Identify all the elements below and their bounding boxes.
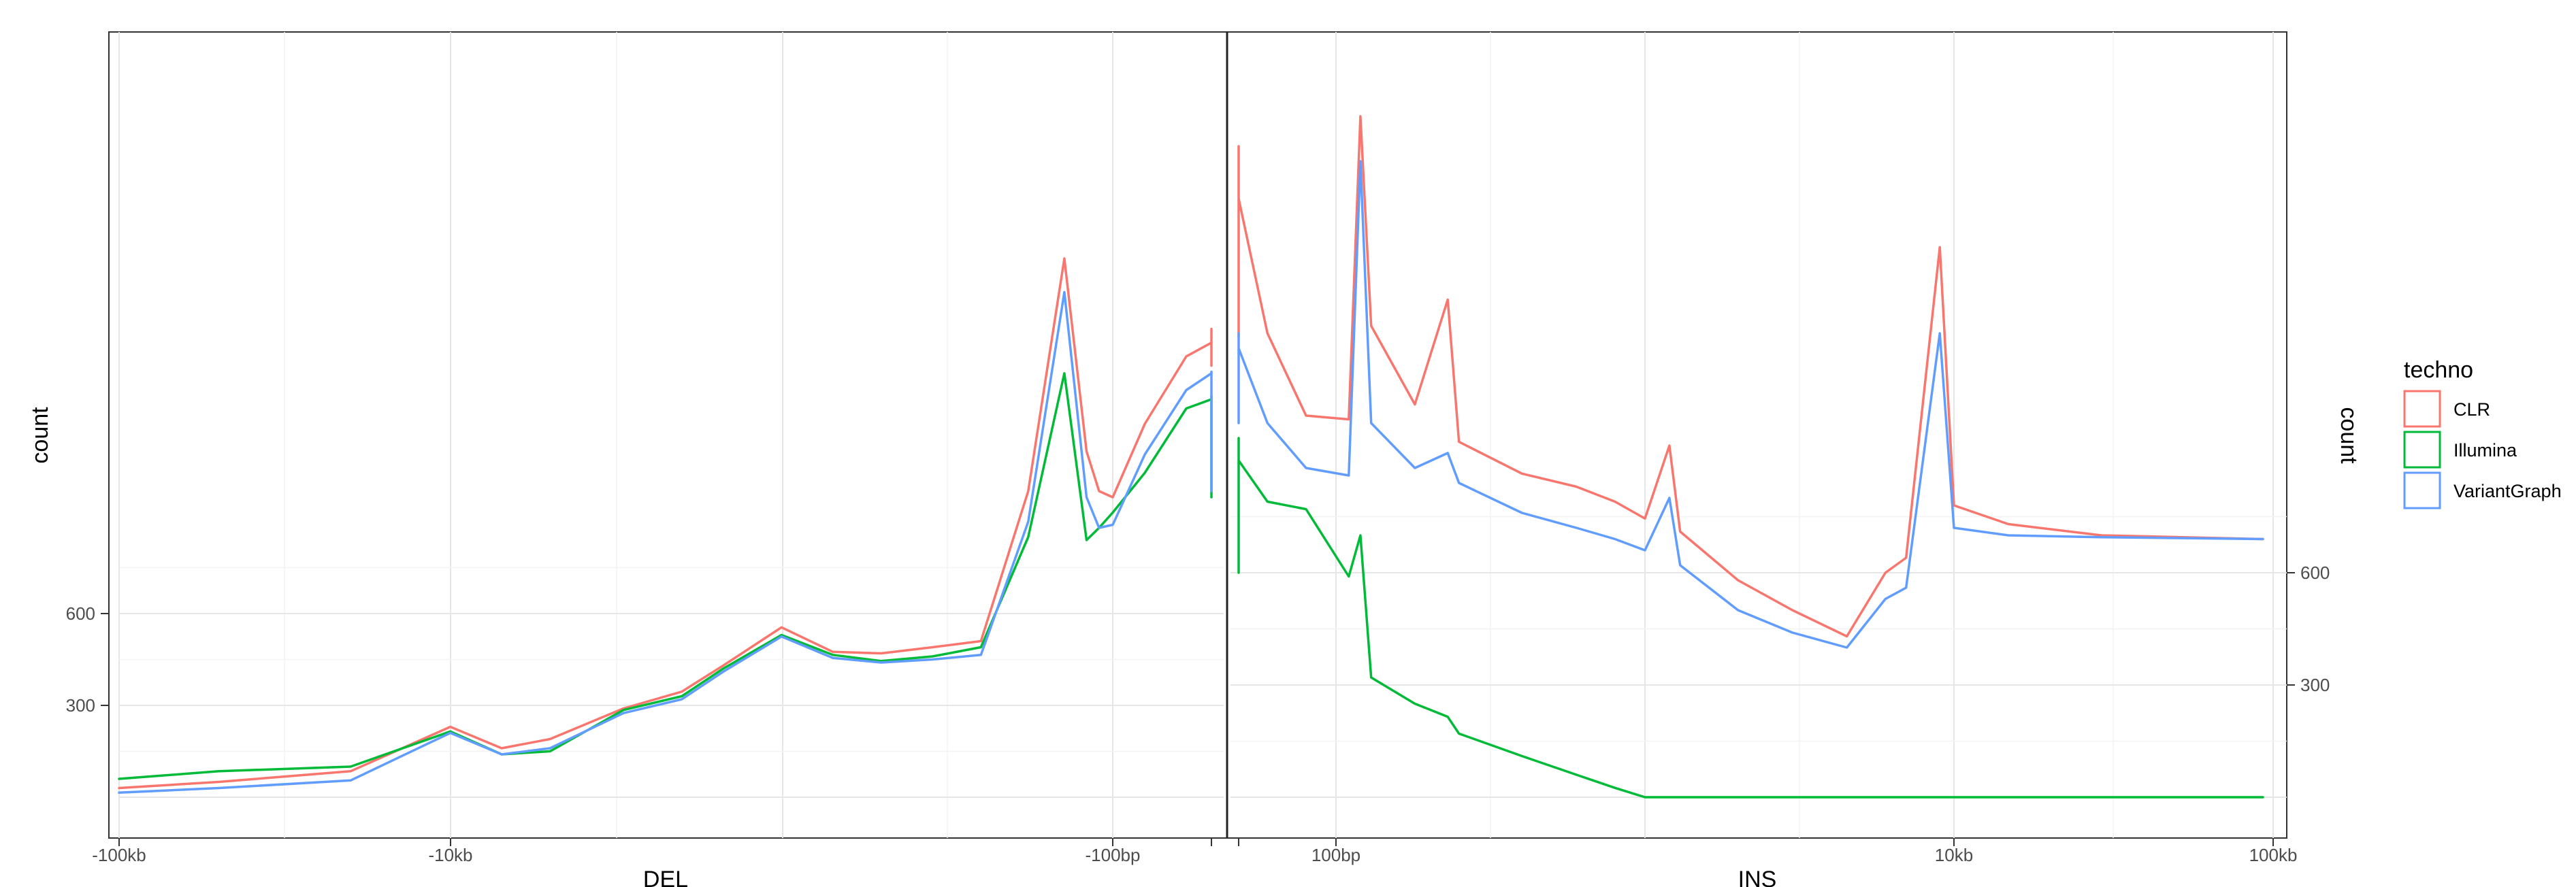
legend-key-clr xyxy=(2403,390,2441,428)
x-tick-label: 100bp xyxy=(1311,845,1360,865)
series-line-clr-ins xyxy=(1237,115,2264,638)
x-tick-label: -10kb xyxy=(428,845,472,865)
panel-del-series xyxy=(118,257,1213,794)
legend-key-illumina xyxy=(2403,431,2441,469)
x-tick-label: -100bp xyxy=(1086,845,1141,865)
series-line-clr-del xyxy=(118,257,1213,790)
series-line-variantgraph-ins xyxy=(1237,160,2264,649)
y-tick-label-right: 300 xyxy=(2300,675,2330,695)
y-axis-title-right: count xyxy=(2336,407,2362,464)
legend-key-variantgraph xyxy=(2403,471,2441,509)
y-tick-label-right: 600 xyxy=(2300,563,2330,583)
panel-border xyxy=(108,31,2287,839)
x-tick-label: -100kb xyxy=(92,845,146,865)
y-tick-label-left: 600 xyxy=(66,603,95,624)
y-axis-title-left: count xyxy=(27,407,53,464)
series-line-illumina-ins xyxy=(1237,437,2264,799)
panel-ins-series xyxy=(1237,115,2264,799)
legend-label-variantgraph: VariantGraph xyxy=(2453,481,2562,501)
legend-label-illumina: Illumina xyxy=(2453,440,2517,461)
series-line-variantgraph-del xyxy=(118,290,1213,794)
grid-lines xyxy=(118,32,2287,838)
series-lines xyxy=(118,115,2264,799)
x-axis-title-del: DEL xyxy=(643,867,688,887)
legend-title: techno xyxy=(2404,357,2473,383)
x-tick-label: 10kb xyxy=(1935,845,1973,865)
legend-label-clr: CLR xyxy=(2453,399,2490,420)
axes: -100kb -10kb -100bp 100bp 10kb 100kb 300 600 300… xyxy=(66,563,2330,865)
x-axis-title-ins: INS xyxy=(1738,867,1777,887)
y-tick-label-left: 300 xyxy=(66,695,95,716)
x-tick-label: 100kb xyxy=(2249,845,2298,865)
legend: techno CLR Illumina VariantGraph xyxy=(2403,357,2562,509)
